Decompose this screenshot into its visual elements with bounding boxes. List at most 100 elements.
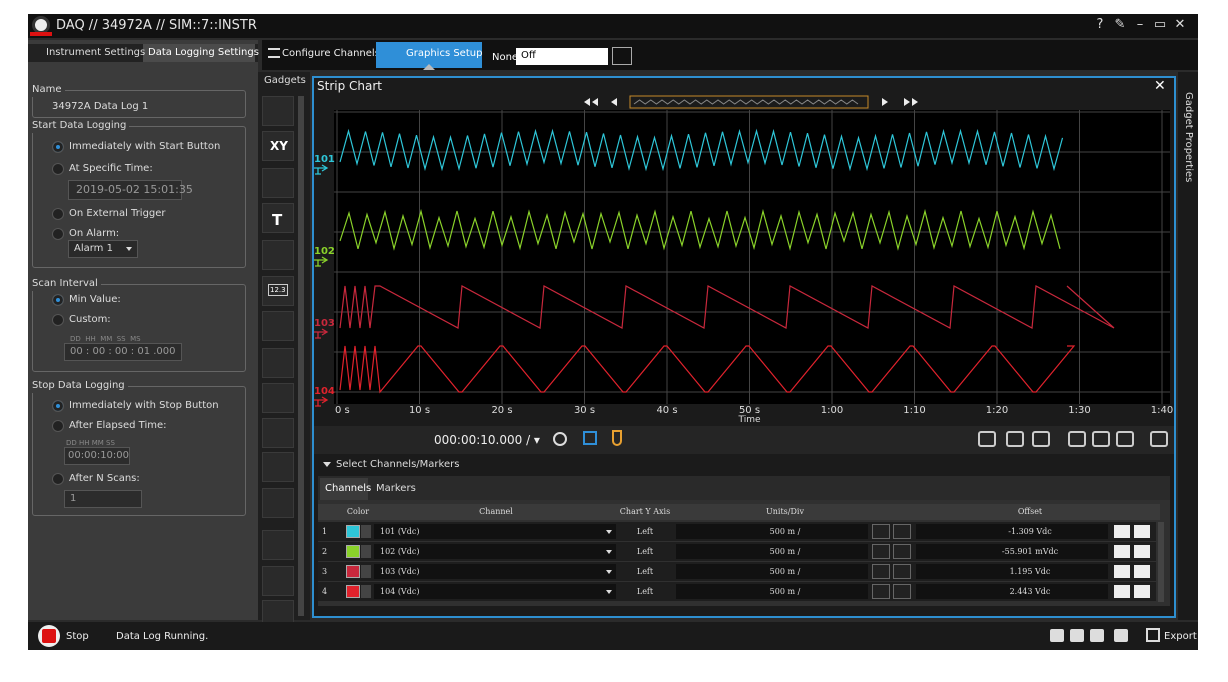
tab[interactable]: Data Logging Settings bbox=[148, 47, 259, 58]
toolbar-button[interactable]: Configure Channels bbox=[282, 48, 380, 59]
units-field[interactable] bbox=[676, 544, 868, 559]
gadget-button[interactable] bbox=[262, 383, 294, 413]
channel-select[interactable] bbox=[374, 564, 616, 579]
panel-tab[interactable]: Markers bbox=[376, 483, 416, 494]
radio-button[interactable] bbox=[52, 314, 64, 326]
offset-field[interactable] bbox=[916, 544, 1108, 559]
units-field[interactable] bbox=[676, 524, 868, 539]
window-button[interactable]: ✎ bbox=[1114, 17, 1126, 32]
gadget-button[interactable] bbox=[262, 418, 294, 448]
radio-button[interactable] bbox=[52, 420, 64, 432]
offset-field[interactable] bbox=[916, 564, 1108, 579]
marker-icon[interactable] bbox=[612, 430, 622, 446]
gadget-button[interactable] bbox=[262, 348, 294, 378]
radio-button[interactable] bbox=[52, 473, 64, 485]
view-select[interactable] bbox=[516, 48, 608, 65]
radio-label[interactable]: On External Trigger bbox=[69, 208, 166, 219]
radio-button[interactable] bbox=[52, 141, 64, 153]
gadget-button[interactable] bbox=[262, 240, 294, 270]
close-button[interactable]: ✕ bbox=[1154, 78, 1166, 94]
step-down[interactable] bbox=[1114, 545, 1130, 558]
gadget-button[interactable] bbox=[262, 488, 294, 518]
window-button[interactable]: ▭ bbox=[1153, 17, 1167, 32]
wave-button[interactable] bbox=[893, 524, 911, 539]
gadget-button[interactable] bbox=[262, 168, 294, 198]
flag-icon[interactable] bbox=[583, 431, 597, 445]
zoom-button[interactable] bbox=[1150, 431, 1168, 447]
wave-button[interactable] bbox=[872, 584, 890, 599]
wave-button[interactable] bbox=[893, 544, 911, 559]
gadgets-label[interactable]: Gadgets bbox=[264, 75, 306, 86]
zoom-button[interactable] bbox=[978, 431, 996, 447]
wave-button[interactable] bbox=[872, 524, 890, 539]
offset-field[interactable] bbox=[916, 524, 1108, 539]
gadget-button[interactable] bbox=[262, 203, 294, 233]
status-icon[interactable] bbox=[1070, 629, 1084, 642]
radio-button[interactable] bbox=[52, 208, 64, 220]
radio-label[interactable]: After N Scans: bbox=[69, 473, 140, 484]
step-up[interactable] bbox=[1134, 565, 1150, 578]
export-label[interactable]: Export bbox=[1164, 631, 1197, 642]
zoom-button[interactable] bbox=[1116, 431, 1134, 447]
wave-button[interactable] bbox=[872, 564, 890, 579]
radio-button[interactable] bbox=[52, 163, 64, 175]
export-icon[interactable] bbox=[1146, 628, 1160, 642]
color-swatch[interactable] bbox=[346, 545, 360, 558]
radio-label[interactable]: Immediately with Start Button bbox=[69, 141, 221, 152]
units-field[interactable] bbox=[676, 564, 868, 579]
gadget-button[interactable] bbox=[262, 311, 294, 341]
radio-label[interactable]: Min Value: bbox=[69, 294, 121, 305]
step-down[interactable] bbox=[1114, 565, 1130, 578]
status-icon[interactable] bbox=[1050, 629, 1064, 642]
radio-button[interactable] bbox=[52, 228, 64, 240]
zoom-button[interactable] bbox=[1092, 431, 1110, 447]
window-button[interactable]: ✕ bbox=[1174, 17, 1186, 32]
gadget-button[interactable] bbox=[262, 131, 294, 161]
right-panel-label[interactable]: Gadget Properties bbox=[1183, 92, 1194, 183]
radio-label[interactable]: After Elapsed Time: bbox=[69, 420, 167, 431]
clock-icon[interactable] bbox=[553, 432, 567, 446]
color-dropdown[interactable] bbox=[361, 565, 371, 578]
offset-field[interactable] bbox=[916, 584, 1108, 599]
radio-label[interactable]: Immediately with Stop Button bbox=[69, 400, 219, 411]
wave-button[interactable] bbox=[872, 544, 890, 559]
toolbar-tab-active[interactable] bbox=[376, 42, 482, 68]
window-button[interactable]: – bbox=[1136, 17, 1144, 32]
gadget-button[interactable] bbox=[262, 96, 294, 126]
stop-label[interactable]: Stop bbox=[66, 631, 89, 642]
status-icon[interactable] bbox=[1114, 629, 1128, 642]
wave-button[interactable] bbox=[893, 564, 911, 579]
channel-select[interactable] bbox=[374, 544, 616, 559]
gadget-button[interactable] bbox=[262, 276, 294, 306]
toolbar-button[interactable]: Graphics Setup bbox=[406, 48, 483, 59]
step-up[interactable] bbox=[1134, 585, 1150, 598]
radio-label[interactable]: At Specific Time: bbox=[69, 163, 153, 174]
alarm-select[interactable] bbox=[68, 240, 138, 258]
zoom-button[interactable] bbox=[1006, 431, 1024, 447]
radio-label[interactable]: Custom: bbox=[69, 314, 111, 325]
zoom-button[interactable] bbox=[1032, 431, 1050, 447]
step-up[interactable] bbox=[1134, 525, 1150, 538]
interval-value[interactable]: 000:00:10.000 / ▾ bbox=[434, 433, 540, 447]
tab[interactable]: Instrument Settings bbox=[46, 47, 146, 58]
gadget-button[interactable] bbox=[262, 452, 294, 482]
color-swatch[interactable] bbox=[346, 525, 360, 538]
status-icon[interactable] bbox=[1090, 629, 1104, 642]
channel-select[interactable] bbox=[374, 584, 616, 599]
gadget-button[interactable] bbox=[262, 566, 294, 596]
zoom-button[interactable] bbox=[1068, 431, 1086, 447]
radio-button[interactable] bbox=[52, 400, 64, 412]
wave-button[interactable] bbox=[893, 584, 911, 599]
step-up[interactable] bbox=[1134, 545, 1150, 558]
window-button[interactable]: ? bbox=[1096, 17, 1104, 32]
step-down[interactable] bbox=[1114, 525, 1130, 538]
step-down[interactable] bbox=[1114, 585, 1130, 598]
toolbar-icon[interactable] bbox=[612, 47, 632, 65]
panel-tab[interactable]: Channels bbox=[325, 483, 372, 494]
gadget-button[interactable] bbox=[262, 530, 294, 560]
color-dropdown[interactable] bbox=[361, 585, 371, 598]
section-title[interactable]: Select Channels/Markers bbox=[336, 459, 460, 470]
color-swatch[interactable] bbox=[346, 585, 360, 598]
radio-label[interactable]: On Alarm: bbox=[69, 228, 120, 239]
color-dropdown[interactable] bbox=[361, 545, 371, 558]
